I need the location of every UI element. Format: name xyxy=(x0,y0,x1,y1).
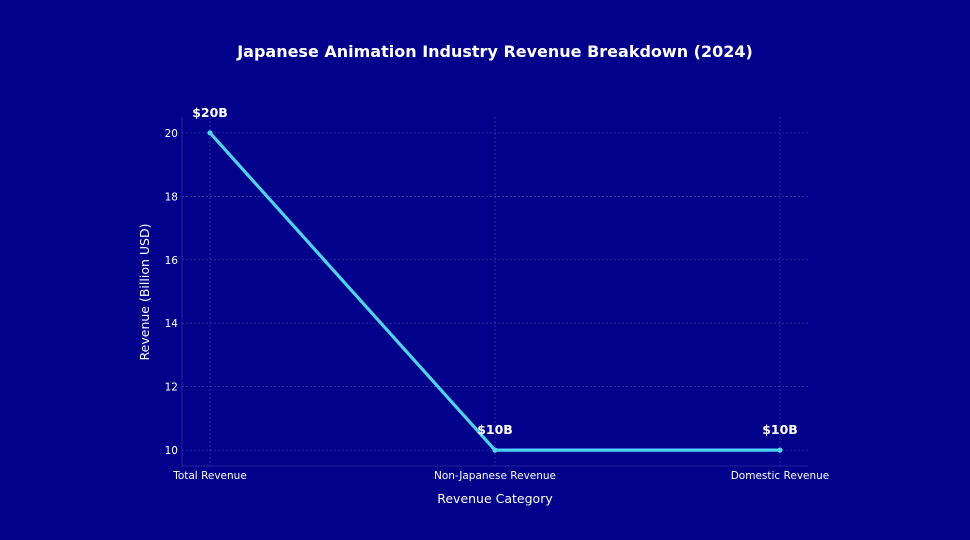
grid-lines xyxy=(182,117,808,466)
data-point xyxy=(492,447,498,453)
data-point xyxy=(207,130,213,136)
y-tick-label: 16 xyxy=(165,255,179,267)
y-tick-label: 10 xyxy=(165,445,178,457)
x-tick-label: Non-Japanese Revenue xyxy=(434,470,556,482)
data-label: $20B xyxy=(192,105,228,120)
y-axis-label: Revenue (Billion USD) xyxy=(137,224,152,361)
axes: 10 12 14 16 18 20 Total Revenue Non-Japanese Re… xyxy=(165,117,830,482)
x-tick-label: Total Revenue xyxy=(172,470,247,482)
x-axis-label: Revenue Category xyxy=(437,491,553,506)
x-tick-label: Domestic Revenue xyxy=(731,470,830,482)
y-tick-label: 20 xyxy=(165,128,178,140)
data-labels: $20B $10B $10B xyxy=(192,105,798,437)
chart-title: Japanese Animation Industry Revenue Brea… xyxy=(236,42,753,61)
data-label: $10B xyxy=(477,422,513,437)
series xyxy=(207,130,783,453)
y-tick-label: 14 xyxy=(165,318,179,330)
y-tick-label: 18 xyxy=(165,191,178,203)
y-tick-label: 12 xyxy=(165,382,178,394)
data-label: $10B xyxy=(762,422,798,437)
data-point xyxy=(777,447,783,453)
